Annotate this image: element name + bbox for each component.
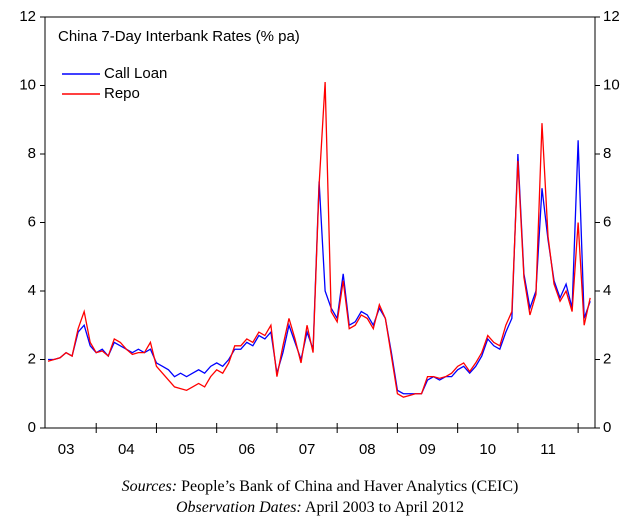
sources: People’s Bank of China and Haver Analyti… (181, 478, 518, 495)
y2-tick-label: 10 (603, 76, 620, 93)
dates: April 2003 to April 2012 (305, 499, 464, 516)
y2-tick-label: 6 (603, 213, 611, 230)
y2-tick-label: 0 (603, 419, 611, 436)
y-tick-label: 4 (28, 282, 36, 299)
x-tick-label: 10 (479, 441, 496, 458)
sources-label: Sources: (122, 478, 177, 495)
y-tick-label: 8 (28, 145, 36, 162)
y-tick-label: 10 (19, 76, 36, 93)
x-tick-label: 06 (238, 441, 255, 458)
dates-line: Observation Dates: April 2003 to April 2… (176, 499, 464, 516)
x-tick-label: 09 (419, 441, 436, 458)
x-tick-label: 04 (118, 441, 135, 458)
x-tick-label: 07 (299, 441, 316, 458)
x-tick-label: 05 (178, 441, 195, 458)
x-tick-label: 03 (58, 441, 75, 458)
y-tick-label: 0 (28, 419, 36, 436)
legend-label: Repo (104, 85, 140, 102)
sources-line: Sources: People’s Bank of China and Have… (122, 478, 519, 495)
y2-tick-label: 12 (603, 8, 620, 25)
y-tick-label: 2 (28, 350, 36, 367)
y-tick-label: 12 (19, 8, 36, 25)
x-tick-label: 08 (359, 441, 376, 458)
chart-title: China 7-Day Interbank Rates (% pa) (58, 28, 300, 45)
y2-tick-label: 4 (603, 282, 611, 299)
legend-label: Call Loan (104, 65, 167, 82)
x-tick-label: 11 (540, 441, 556, 458)
y-tick-label: 6 (28, 213, 36, 230)
series-line (47, 82, 591, 398)
y2-tick-label: 2 (603, 350, 611, 367)
y2-tick-label: 8 (603, 145, 611, 162)
dates-label: Observation Dates: (176, 499, 302, 516)
